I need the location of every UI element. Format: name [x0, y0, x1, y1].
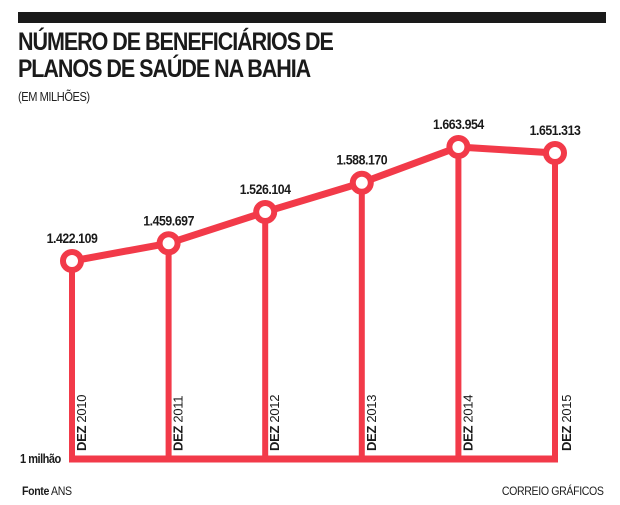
data-label: 1.459.697 [143, 213, 194, 229]
data-label: 1.651.313 [530, 122, 581, 138]
category-prefix: DEZ [364, 423, 379, 451]
source-label: Fonte [22, 484, 49, 498]
category-label: DEZ 2012 [267, 395, 282, 451]
category-prefix: DEZ [267, 423, 282, 451]
baseline-label: 1 milhão [20, 451, 61, 466]
category-prefix: DEZ [74, 423, 89, 451]
category-year: 2010 [74, 395, 89, 423]
category-prefix: DEZ [559, 423, 574, 451]
chart-title-line1: NÚMERO DE BENEFICIÁRIOS DE [18, 28, 334, 56]
category-year: 2012 [267, 395, 282, 423]
category-label: DEZ 2015 [559, 395, 574, 451]
category-prefix: DEZ [460, 423, 475, 451]
category-label: DEZ 2013 [364, 395, 379, 451]
header-bar [18, 12, 606, 23]
data-label: 1.422.109 [47, 230, 98, 246]
data-point [543, 140, 567, 165]
data-label: 1.663.954 [433, 116, 485, 132]
category-year: 2013 [364, 395, 379, 423]
series-line [71, 143, 556, 265]
data-label: 1.526.104 [240, 181, 292, 197]
data-point [253, 199, 278, 224]
category-label: DEZ 2011 [171, 396, 186, 451]
category-year: 2014 [460, 395, 475, 423]
category-label: DEZ 2010 [74, 395, 89, 451]
data-point [60, 249, 84, 273]
source-value: ANS [50, 484, 72, 498]
category-year: 2011 [171, 396, 186, 423]
data-point [349, 170, 374, 195]
data-label: 1.588.170 [336, 152, 387, 168]
chart-subtitle: (EM MILHÕES) [18, 89, 90, 104]
graphics-credit: CORREIO GRÁFICOS [502, 484, 604, 498]
category-label: DEZ 2014 [460, 395, 475, 451]
source-credit: Fonte ANS [22, 484, 72, 498]
chart-title: NÚMERO DE BENEFICIÁRIOS DE PLANOS DE SAÚ… [18, 28, 334, 83]
category-year: 2015 [559, 395, 574, 423]
data-point [156, 231, 181, 256]
data-point [446, 135, 471, 159]
category-prefix: DEZ [171, 423, 186, 451]
chart-title-line2: PLANOS DE SAÚDE NA BAHIA [18, 55, 311, 83]
